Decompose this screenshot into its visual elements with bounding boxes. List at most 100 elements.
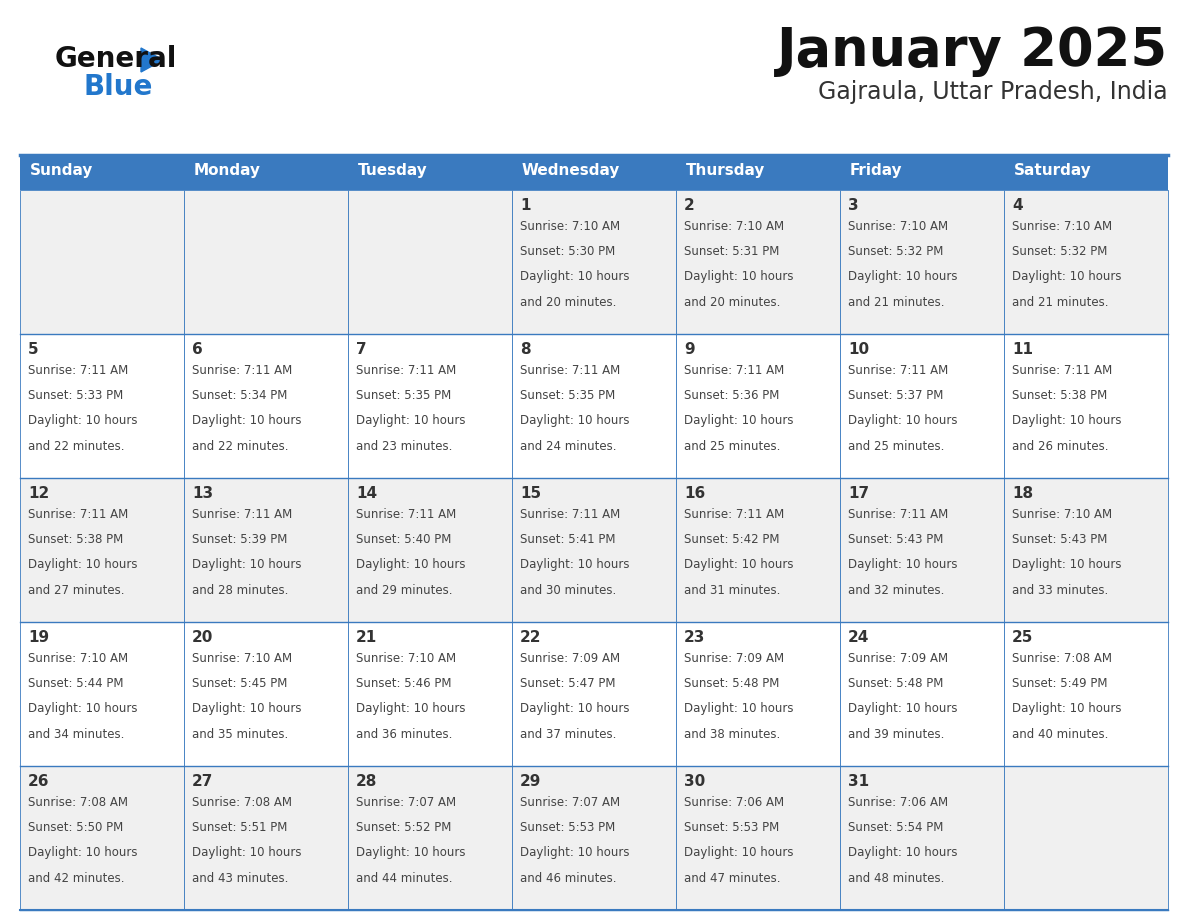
Text: Daylight: 10 hours: Daylight: 10 hours	[520, 846, 630, 859]
Text: Daylight: 10 hours: Daylight: 10 hours	[1012, 558, 1121, 571]
Text: and 40 minutes.: and 40 minutes.	[1012, 728, 1108, 741]
Text: Sunrise: 7:11 AM: Sunrise: 7:11 AM	[1012, 364, 1112, 377]
Text: Daylight: 10 hours: Daylight: 10 hours	[1012, 414, 1121, 428]
Text: Sunset: 5:54 PM: Sunset: 5:54 PM	[848, 822, 943, 834]
Text: and 43 minutes.: and 43 minutes.	[192, 871, 289, 885]
Text: Saturday: Saturday	[1015, 163, 1092, 178]
Text: and 42 minutes.: and 42 minutes.	[29, 871, 125, 885]
Text: 8: 8	[520, 342, 531, 357]
Bar	[512, 478, 676, 622]
Bar	[840, 155, 1004, 190]
Text: Daylight: 10 hours: Daylight: 10 hours	[848, 846, 958, 859]
Text: Sunrise: 7:11 AM: Sunrise: 7:11 AM	[684, 364, 784, 377]
Text: and 36 minutes.: and 36 minutes.	[356, 728, 453, 741]
Text: Sunrise: 7:11 AM: Sunrise: 7:11 AM	[356, 508, 456, 521]
Bar	[676, 155, 840, 190]
Text: 5: 5	[29, 342, 39, 357]
Text: Thursday: Thursday	[685, 163, 765, 178]
Text: Sunset: 5:48 PM: Sunset: 5:48 PM	[684, 677, 779, 690]
Text: Sunset: 5:53 PM: Sunset: 5:53 PM	[520, 822, 615, 834]
Bar	[512, 766, 676, 910]
Text: 11: 11	[1012, 342, 1034, 357]
Text: Sunrise: 7:11 AM: Sunrise: 7:11 AM	[29, 508, 128, 521]
Bar	[20, 622, 184, 766]
Text: 27: 27	[192, 774, 214, 789]
Text: and 20 minutes.: and 20 minutes.	[684, 296, 781, 308]
Text: Sunrise: 7:10 AM: Sunrise: 7:10 AM	[1012, 220, 1112, 233]
Text: Sunset: 5:42 PM: Sunset: 5:42 PM	[684, 533, 779, 546]
Text: Sunrise: 7:10 AM: Sunrise: 7:10 AM	[848, 220, 948, 233]
Bar	[840, 334, 1004, 478]
Text: and 46 minutes.: and 46 minutes.	[520, 871, 617, 885]
Text: Daylight: 10 hours: Daylight: 10 hours	[356, 558, 466, 571]
Text: Sunrise: 7:09 AM: Sunrise: 7:09 AM	[848, 652, 948, 665]
Bar	[348, 334, 512, 478]
Polygon shape	[141, 48, 163, 72]
Text: 2: 2	[684, 198, 695, 213]
Text: 14: 14	[356, 486, 377, 501]
Text: Daylight: 10 hours: Daylight: 10 hours	[1012, 702, 1121, 715]
Text: Wednesday: Wednesday	[522, 163, 620, 178]
Text: and 25 minutes.: and 25 minutes.	[848, 440, 944, 453]
Text: Sunrise: 7:07 AM: Sunrise: 7:07 AM	[356, 796, 456, 809]
Text: 23: 23	[684, 630, 706, 645]
Text: Sunrise: 7:08 AM: Sunrise: 7:08 AM	[29, 796, 128, 809]
Text: Sunrise: 7:11 AM: Sunrise: 7:11 AM	[848, 508, 948, 521]
Text: Daylight: 10 hours: Daylight: 10 hours	[848, 271, 958, 284]
Text: and 39 minutes.: and 39 minutes.	[848, 728, 944, 741]
Text: and 21 minutes.: and 21 minutes.	[848, 296, 944, 308]
Bar	[184, 334, 348, 478]
Text: Sunrise: 7:08 AM: Sunrise: 7:08 AM	[192, 796, 292, 809]
Text: Sunset: 5:43 PM: Sunset: 5:43 PM	[1012, 533, 1107, 546]
Bar	[20, 478, 184, 622]
Text: Sunset: 5:38 PM: Sunset: 5:38 PM	[1012, 389, 1107, 402]
Text: and 23 minutes.: and 23 minutes.	[356, 440, 453, 453]
Text: Sunrise: 7:07 AM: Sunrise: 7:07 AM	[520, 796, 620, 809]
Text: Daylight: 10 hours: Daylight: 10 hours	[192, 558, 302, 571]
Text: Sunrise: 7:10 AM: Sunrise: 7:10 AM	[520, 220, 620, 233]
Text: and 33 minutes.: and 33 minutes.	[1012, 584, 1108, 597]
Text: Gajraula, Uttar Pradesh, India: Gajraula, Uttar Pradesh, India	[819, 80, 1168, 104]
Text: 4: 4	[1012, 198, 1023, 213]
Text: 31: 31	[848, 774, 870, 789]
Text: Sunset: 5:31 PM: Sunset: 5:31 PM	[684, 245, 779, 258]
Text: Blue: Blue	[83, 73, 152, 101]
Bar	[840, 478, 1004, 622]
Text: Sunset: 5:32 PM: Sunset: 5:32 PM	[848, 245, 943, 258]
Text: Sunset: 5:48 PM: Sunset: 5:48 PM	[848, 677, 943, 690]
Text: Sunset: 5:38 PM: Sunset: 5:38 PM	[29, 533, 124, 546]
Text: Daylight: 10 hours: Daylight: 10 hours	[29, 702, 138, 715]
Bar	[840, 622, 1004, 766]
Text: Daylight: 10 hours: Daylight: 10 hours	[29, 558, 138, 571]
Text: Daylight: 10 hours: Daylight: 10 hours	[520, 558, 630, 571]
Text: Sunrise: 7:10 AM: Sunrise: 7:10 AM	[356, 652, 456, 665]
Text: and 47 minutes.: and 47 minutes.	[684, 871, 781, 885]
Bar	[348, 190, 512, 334]
Text: and 26 minutes.: and 26 minutes.	[1012, 440, 1108, 453]
Text: Sunrise: 7:11 AM: Sunrise: 7:11 AM	[684, 508, 784, 521]
Text: Sunrise: 7:10 AM: Sunrise: 7:10 AM	[192, 652, 292, 665]
Bar	[184, 622, 348, 766]
Text: Daylight: 10 hours: Daylight: 10 hours	[192, 414, 302, 428]
Text: and 28 minutes.: and 28 minutes.	[192, 584, 289, 597]
Bar	[676, 190, 840, 334]
Text: Sunset: 5:30 PM: Sunset: 5:30 PM	[520, 245, 615, 258]
Text: and 32 minutes.: and 32 minutes.	[848, 584, 944, 597]
Text: Daylight: 10 hours: Daylight: 10 hours	[29, 414, 138, 428]
Text: Sunset: 5:37 PM: Sunset: 5:37 PM	[848, 389, 943, 402]
Text: 24: 24	[848, 630, 870, 645]
Text: and 37 minutes.: and 37 minutes.	[520, 728, 617, 741]
Bar	[512, 622, 676, 766]
Text: January 2025: January 2025	[777, 25, 1168, 77]
Bar	[512, 334, 676, 478]
Text: Sunset: 5:50 PM: Sunset: 5:50 PM	[29, 822, 124, 834]
Bar	[676, 766, 840, 910]
Text: and 25 minutes.: and 25 minutes.	[684, 440, 781, 453]
Text: 6: 6	[192, 342, 203, 357]
Bar	[1004, 766, 1168, 910]
Text: 12: 12	[29, 486, 49, 501]
Text: Sunset: 5:32 PM: Sunset: 5:32 PM	[1012, 245, 1107, 258]
Text: and 44 minutes.: and 44 minutes.	[356, 871, 453, 885]
Text: 20: 20	[192, 630, 214, 645]
Text: and 38 minutes.: and 38 minutes.	[684, 728, 781, 741]
